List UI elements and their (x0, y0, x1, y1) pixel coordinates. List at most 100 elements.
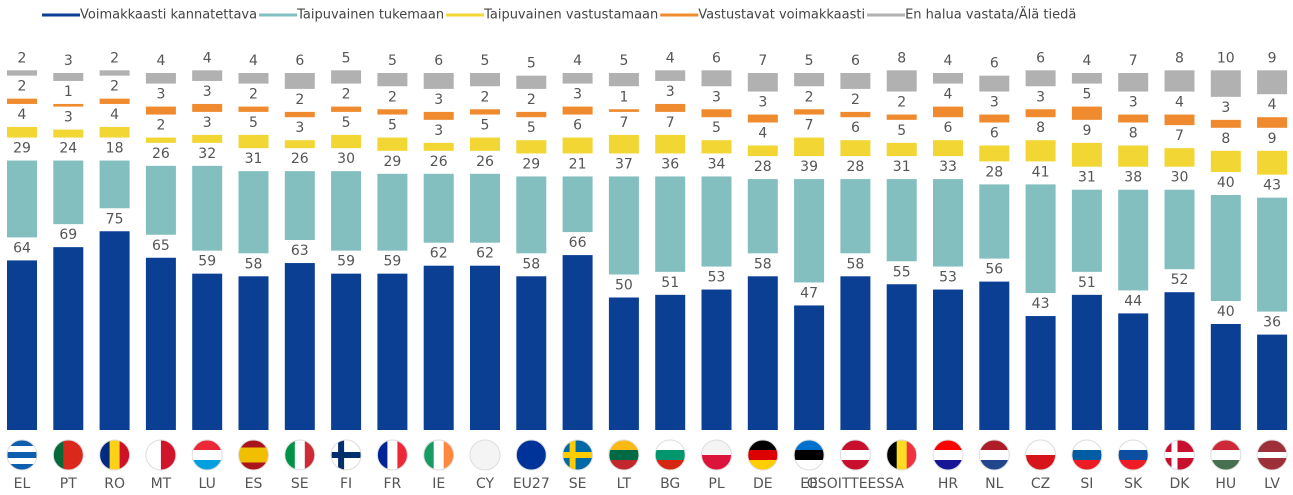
bar-segment (979, 145, 1010, 162)
bar-segment (1210, 150, 1241, 172)
value-label: 4 (573, 53, 582, 69)
flag-part (979, 450, 1010, 461)
flag-part (1257, 440, 1288, 447)
value-label: 2 (481, 89, 490, 105)
flag-part (387, 440, 398, 470)
flag-part (886, 440, 898, 470)
flag-border (238, 439, 269, 471)
flag-border (145, 439, 177, 471)
flag-part (433, 440, 445, 470)
bar-segment (655, 294, 686, 430)
value-label: 6 (1036, 50, 1045, 66)
flag-border (978, 439, 1010, 471)
flag-border (330, 439, 362, 471)
value-label: 58 (522, 256, 540, 272)
bar-segment (238, 276, 269, 430)
bar-segment (331, 106, 362, 112)
value-label: 62 (430, 246, 448, 262)
value-label: 39 (800, 159, 818, 175)
value-label: 58 (754, 256, 772, 272)
flag-part (53, 440, 64, 470)
bar-segment (238, 73, 269, 84)
bar-segment (1257, 117, 1288, 128)
value-label: 7 (1129, 53, 1138, 69)
flag-part (377, 440, 388, 470)
flag-part (1257, 452, 1288, 459)
x-tick-label: BG (660, 476, 680, 492)
bar-segment (1210, 195, 1241, 301)
flag-border (1210, 439, 1242, 471)
flag-part (423, 440, 435, 470)
value-label: 2 (295, 92, 304, 108)
value-label: 3 (295, 120, 304, 136)
flag (1210, 440, 1241, 470)
flag (840, 440, 871, 470)
bar-segment (886, 284, 917, 430)
value-label: 4 (18, 107, 27, 123)
bar-segment (238, 171, 269, 254)
value-label: 3 (758, 95, 767, 111)
x-tick-label: EL (14, 476, 31, 492)
flag-part (794, 440, 825, 451)
bar-segment (1257, 150, 1288, 175)
bar-segment (794, 109, 825, 115)
x-tick-label: CZ (1031, 476, 1050, 492)
flag (423, 440, 454, 470)
bar-segment (53, 103, 84, 107)
value-label: 66 (569, 235, 587, 251)
flag-border (515, 439, 547, 471)
x-tick-label: EE (800, 476, 818, 492)
flag-part (655, 450, 686, 461)
value-label: 43 (1263, 178, 1281, 194)
value-label: 2 (388, 89, 397, 105)
x-tick-label: MT (151, 476, 172, 492)
flag (608, 440, 639, 470)
value-label: 26 (152, 146, 170, 162)
bar-segment (7, 160, 37, 238)
bar-segment (192, 134, 223, 143)
value-label: 4 (944, 53, 953, 69)
bar-segment (933, 179, 963, 267)
value-label: 7 (758, 53, 767, 69)
bar-segment (1257, 197, 1288, 312)
value-label: 26 (291, 151, 309, 167)
flag-part (238, 455, 269, 463)
flag-border (886, 439, 918, 471)
value-label: 6 (295, 53, 304, 69)
bar-segment (840, 73, 871, 89)
x-tick-label: RO (104, 476, 125, 492)
bar-segment (1025, 184, 1056, 294)
x-tick-label: NL (985, 476, 1003, 492)
bar-segment (562, 73, 593, 84)
bar-segment (608, 73, 639, 87)
value-label: 56 (985, 262, 1003, 278)
bar-segment (655, 70, 686, 81)
bar-segment (979, 281, 1010, 430)
flag-part (397, 440, 408, 470)
bar-segment (655, 134, 686, 154)
value-label: 33 (939, 159, 957, 175)
x-tick-label: PL (708, 476, 724, 492)
bar-segment (1071, 142, 1102, 167)
bar-segment (284, 140, 315, 149)
value-label: 7 (805, 118, 814, 134)
flag (99, 440, 130, 470)
bar-segment (933, 73, 963, 84)
value-label: 8 (1175, 50, 1184, 66)
value-label: 44 (1124, 293, 1142, 309)
flag-part (192, 440, 223, 451)
flag (1257, 440, 1288, 470)
bar-segment (1257, 334, 1288, 430)
bar-segment (331, 171, 362, 251)
value-label: 3 (1221, 100, 1230, 116)
bar-segment (516, 176, 547, 254)
flag-part (7, 452, 37, 459)
bar-segment (608, 176, 639, 275)
bar-segment (701, 176, 732, 267)
value-label: 65 (152, 238, 170, 254)
x-tick-label: FR (384, 476, 402, 492)
bar-segment (701, 70, 732, 87)
bar-segment (608, 297, 639, 430)
bar-segment (284, 111, 315, 118)
value-label: 2 (249, 87, 258, 103)
